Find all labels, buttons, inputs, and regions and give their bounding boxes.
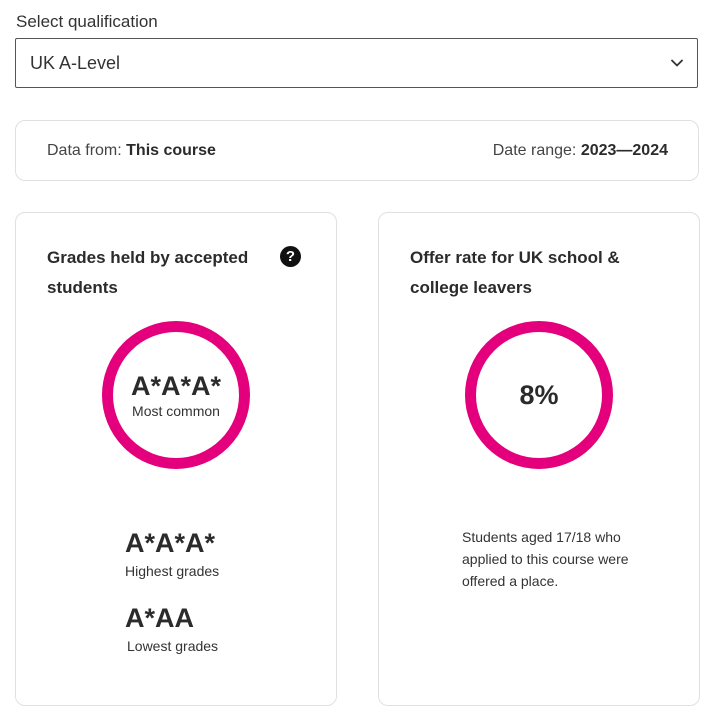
highest-grades: A*A*A* Highest grades [125, 528, 219, 579]
most-common-label: Most common [132, 403, 220, 419]
date-range-value: 2023—2024 [580, 141, 668, 159]
most-common-ring: A*A*A* Most common [102, 321, 250, 469]
offer-rate-card: Offer rate for UK school & college leave… [378, 212, 700, 706]
date-range: Date range: 2023—2024 [493, 142, 668, 160]
lowest-grades: A*AA Lowest grades [125, 603, 218, 654]
lowest-grades-label: Lowest grades [127, 638, 219, 654]
offer-rate-card-title: Offer rate for UK school & college leave… [410, 248, 620, 297]
chevron-down-icon [671, 56, 685, 70]
highest-grades-label: Highest grades [125, 563, 220, 579]
grades-card: Grades held by accepted students ? A*A*A… [15, 212, 337, 706]
qualification-selected-value: UK A-Level [30, 52, 121, 73]
highest-grades-value: A*A*A* [125, 528, 216, 558]
qualification-select[interactable]: UK A-Level [15, 38, 698, 88]
help-icon[interactable]: ? [280, 246, 301, 267]
most-common-grade: A*A*A* [130, 371, 222, 401]
date-range-label: Date range: [492, 141, 577, 159]
offer-rate-description: Students aged 17/18 who applied to this … [462, 529, 629, 589]
data-from-label: Data from: [47, 141, 122, 159]
grades-card-title: Grades held by accepted students [47, 248, 249, 297]
data-from-value: This course [126, 141, 216, 159]
qualification-label: Select qualification [16, 12, 158, 31]
offer-rate-ring: 8% [465, 321, 613, 469]
data-from: Data from: This course [47, 142, 216, 160]
offer-rate-value: 8% [519, 379, 559, 410]
data-source-bar: Data from: This course Date range: 2023—… [15, 120, 699, 181]
lowest-grades-value: A*AA [125, 603, 195, 633]
